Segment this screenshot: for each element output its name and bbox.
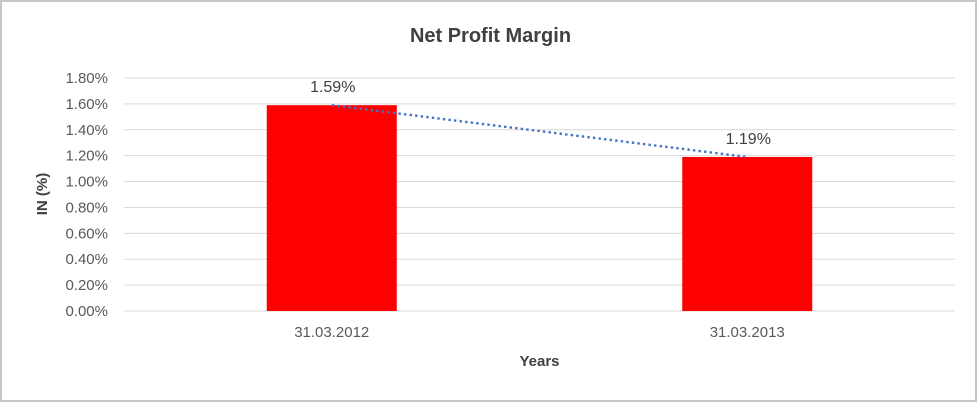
chart-title: Net Profit Margin	[409, 25, 572, 47]
y-tick-label: 1.80%	[65, 70, 108, 87]
y-tick-label: 0.20%	[65, 277, 108, 294]
y-tick-label: 1.60%	[65, 96, 108, 113]
trendline	[331, 103, 748, 159]
y-tick-label: 1.00%	[65, 174, 108, 191]
y-tick-label: 0.80%	[65, 199, 108, 216]
x-tick-label: 31.03.2013	[710, 324, 785, 341]
y-tick-label: 1.40%	[65, 122, 108, 139]
y-tick-label: 0.00%	[65, 303, 108, 320]
bar	[682, 156, 813, 311]
bar-value-label: 1.19%	[726, 131, 771, 148]
y-tick-label: 1.20%	[65, 148, 108, 165]
bar-value-label: 1.59%	[310, 79, 355, 96]
y-tick-label: 0.40%	[65, 251, 108, 268]
x-axis-title: Years	[519, 353, 560, 370]
bar	[266, 105, 397, 311]
x-tick-label: 31.03.2012	[294, 324, 369, 341]
y-tick-label: 0.60%	[65, 225, 108, 242]
